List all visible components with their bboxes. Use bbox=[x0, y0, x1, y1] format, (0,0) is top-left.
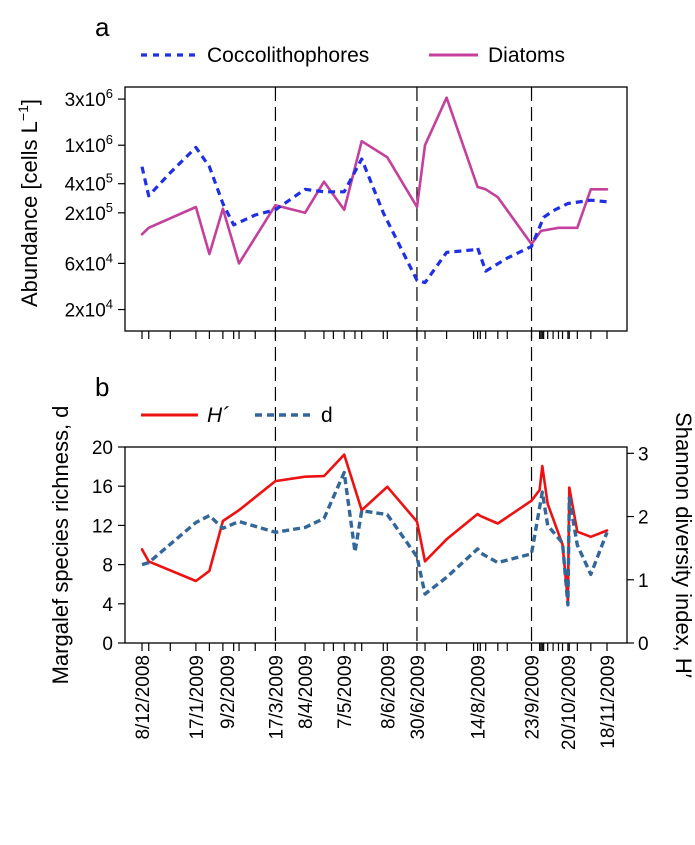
x-tick-label: 7/5/2009 bbox=[335, 655, 356, 729]
panel-b-right-y-axis-title: Shannon diversity index, H′ bbox=[671, 412, 695, 678]
panel-b-right-y-tick-label: 2 bbox=[638, 508, 649, 529]
panel-b-left-y-tick-label: 16 bbox=[92, 477, 113, 498]
x-tick-label: 17/3/2009 bbox=[266, 655, 287, 740]
panel-a-letter: a bbox=[95, 12, 110, 42]
panel-b-right-y-tick-label: 3 bbox=[638, 444, 649, 465]
panel-b-right-y-tick-label: 1 bbox=[638, 571, 649, 592]
margalef-richness-line bbox=[141, 470, 609, 607]
panel-b-left-y-tick-label: 0 bbox=[102, 634, 113, 655]
legend-diatoms-label: Diatoms bbox=[488, 44, 565, 67]
panel-a-frame bbox=[124, 86, 628, 332]
panel-a-y-axis-title: Abundance [cells L−1] bbox=[15, 99, 42, 307]
panel-b-left-y-axis-title: Margalef species richness, d bbox=[48, 406, 73, 685]
x-tick-label: 14/8/2009 bbox=[469, 655, 490, 740]
x-tick-label: 30/6/2009 bbox=[408, 655, 429, 740]
x-tick-label: 8/12/2008 bbox=[133, 655, 154, 740]
x-tick-label: 8/4/2009 bbox=[296, 655, 317, 729]
panel-b-frame bbox=[124, 446, 628, 644]
panel-b-left-y-tick-label: 8 bbox=[102, 556, 113, 577]
diatoms-line bbox=[140, 96, 609, 265]
x-tick-label: 9/2/2009 bbox=[218, 655, 239, 729]
panel-b-letter: b bbox=[95, 372, 109, 402]
panel-a-y-tick-label: 1x106 bbox=[65, 132, 113, 157]
panel-a-y-tick-label: 2x104 bbox=[65, 297, 113, 322]
legend-shannon-label: H´ bbox=[207, 404, 229, 427]
panel-b-left-y-tick-label: 12 bbox=[92, 516, 113, 537]
panel-b-left-y-tick-label: 20 bbox=[92, 438, 113, 459]
panel-a-y-tick-label: 2x105 bbox=[65, 200, 113, 225]
x-tick-label: 18/11/2009 bbox=[598, 655, 619, 749]
x-tick-label: 17/1/2009 bbox=[187, 655, 208, 740]
x-tick-label: 23/9/2009 bbox=[523, 655, 544, 740]
panel-a-y-tick-label: 4x105 bbox=[65, 171, 113, 196]
coccolithophores-line bbox=[140, 145, 608, 285]
panel-a-y-tick-label: 6x104 bbox=[65, 250, 113, 275]
legend-coccolithophores-label: Coccolithophores bbox=[207, 44, 369, 67]
x-tick-label: 20/10/2009 bbox=[559, 655, 580, 750]
panel-b-left-y-tick-label: 4 bbox=[102, 595, 113, 616]
panel-b-right-y-tick-label: 0 bbox=[638, 634, 649, 655]
panel-a-y-tick-label: 3x106 bbox=[65, 86, 113, 111]
x-tick-label: 8/6/2009 bbox=[378, 655, 399, 729]
legend-margalef-label: d bbox=[321, 404, 333, 427]
